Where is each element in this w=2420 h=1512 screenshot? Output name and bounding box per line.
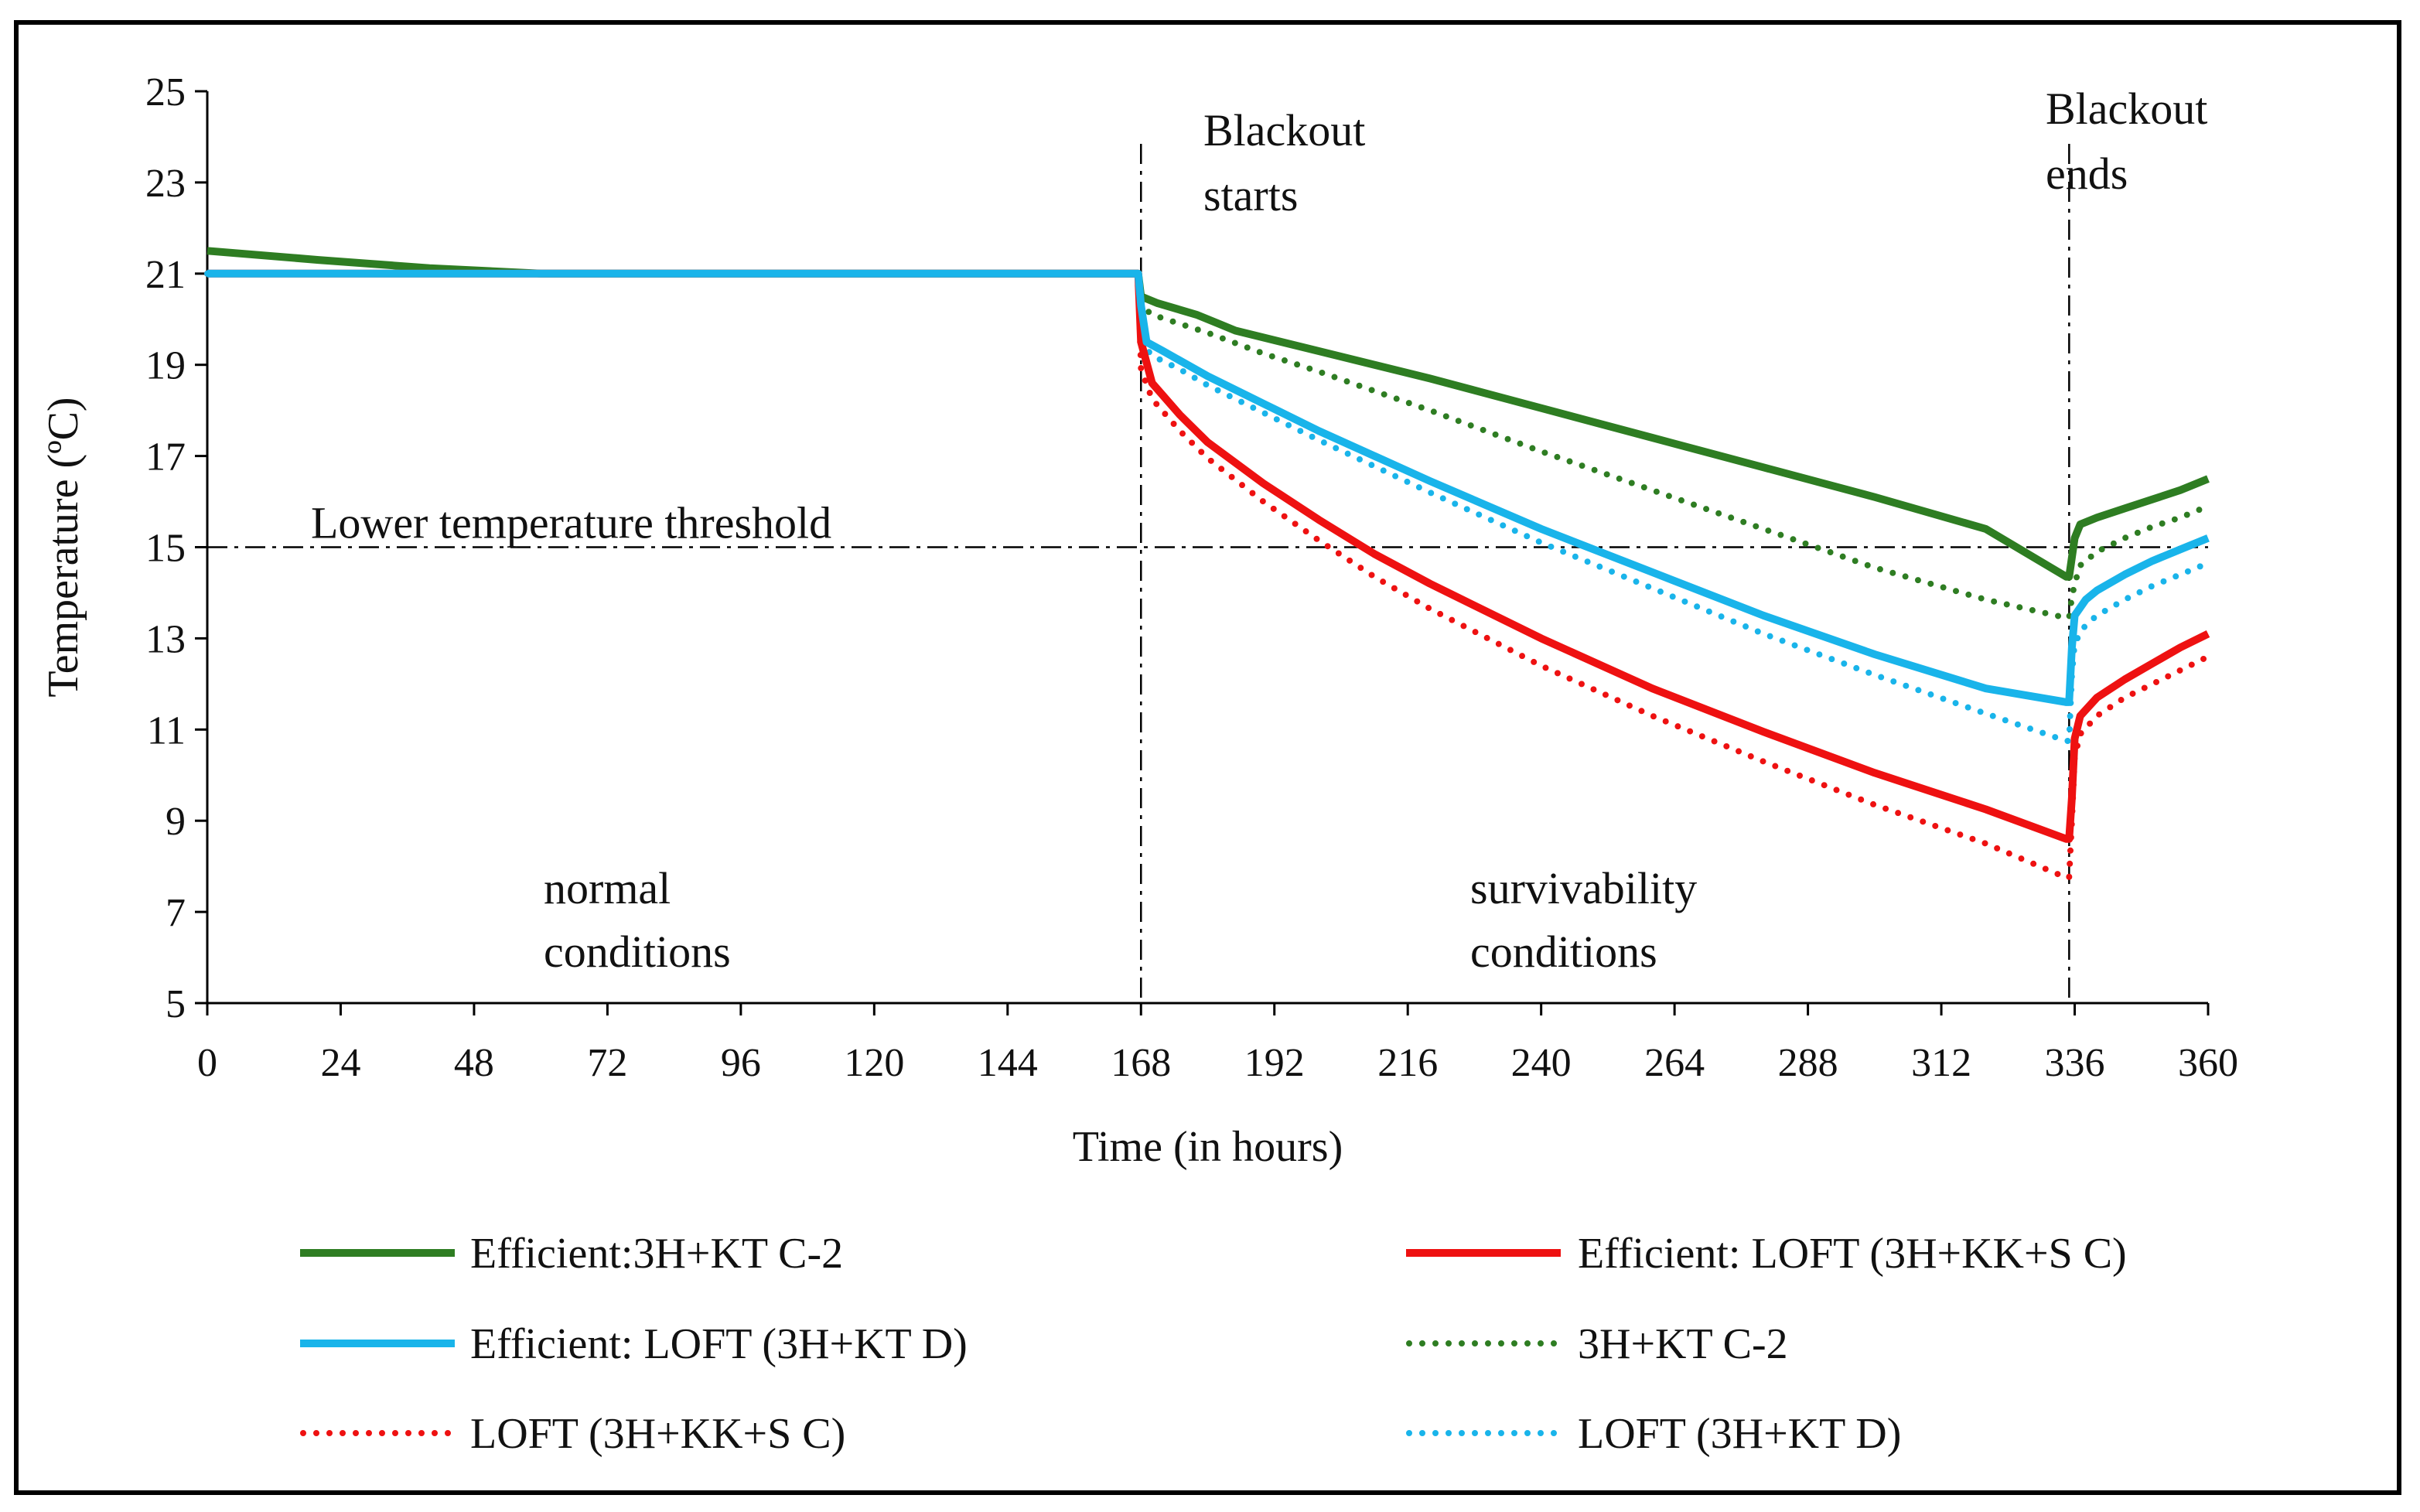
x-tick-label: 336 [2045,1041,2105,1085]
x-tick-label: 168 [1111,1041,1171,1085]
y-axis-title: Temperature (ºC) [39,397,87,697]
annotations: Lower temperature threshold Blackout start… [311,84,2207,977]
series-lines [204,247,2211,881]
blackout-end-label: ends [2046,148,2128,199]
region-label: normal [544,863,671,913]
x-tick-label: 24 [320,1041,360,1085]
threshold-label: Lower temperature threshold [311,498,831,548]
y-tick-label: 11 [147,708,186,753]
region-label: survivability [1470,863,1697,913]
legend-label: LOFT (3H+KK+S C) [470,1410,845,1458]
legend-label: Efficient: LOFT (3H+KT D) [470,1320,968,1368]
x-tick-label: 144 [978,1041,1038,1085]
x-tick-label: 0 [197,1041,217,1085]
x-tick-label: 264 [1644,1041,1705,1085]
series-line-4 [204,270,2211,621]
y-tick-label: 23 [145,162,186,206]
y-tick-label: 19 [145,344,186,388]
x-tick-label: 288 [1778,1041,1838,1085]
axes: 5 7 9 11 13 15 17 19 21 23 25 0 24 48 72 96 120 144 168 192… [39,70,2238,1171]
legend-label: LOFT (3H+KT D) [1578,1410,1901,1458]
blackout-end-label: Blackout [2046,84,2207,134]
x-tick-label: 48 [454,1041,494,1085]
series-line-5 [204,270,2211,881]
blackout-start-label: starts [1203,170,1298,220]
y-tick-label: 21 [145,253,186,297]
y-tick-label: 25 [145,70,186,114]
legend-label: 3H+KT C-2 [1578,1320,1788,1368]
y-tick-label: 13 [145,617,186,661]
legend: Efficient:3H+KT C-2 Efficient: LOFT (3H+K… [300,1230,2127,1458]
y-tick-label: 17 [145,435,186,480]
x-tick-label: 216 [1377,1041,1438,1085]
y-tick-label: 9 [166,800,186,844]
y-tick-label: 7 [166,891,186,935]
legend-label: Efficient: LOFT (3H+KK+S C) [1578,1230,2127,1278]
x-axis-title: Time (in hours) [1073,1123,1343,1171]
x-tick-label: 120 [844,1041,904,1085]
series-line-2 [207,269,2210,843]
y-tick-label: 15 [145,527,186,571]
region-label: conditions [544,927,731,977]
x-tick-label: 360 [2178,1041,2238,1085]
blackout-start-label: Blackout [1203,105,1365,155]
x-tick-label: 312 [1911,1041,1971,1085]
legend-label: Efficient:3H+KT C-2 [470,1230,843,1278]
x-tick-label: 192 [1244,1041,1305,1085]
region-label: conditions [1470,927,1657,977]
x-tick-label: 72 [587,1041,627,1085]
y-tick-label: 5 [166,982,186,1026]
x-tick-label: 96 [721,1041,761,1085]
x-tick-label: 240 [1511,1041,1572,1085]
series-line-3 [207,269,2210,706]
